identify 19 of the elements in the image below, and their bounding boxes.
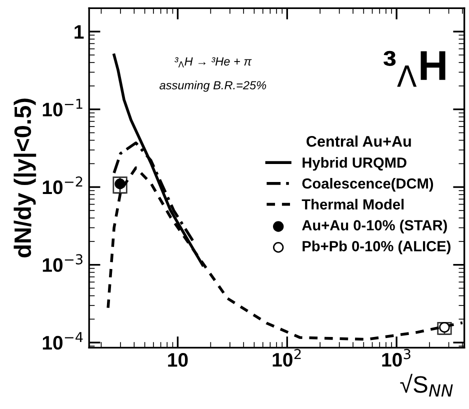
legend-label: Au+Au 0-10% (STAR) [302, 220, 447, 234]
y-tick-label: 10$^{−4}$ [42, 332, 83, 350]
x-tick-label: 10$^{2}$ [272, 348, 301, 367]
y-tick-label: 10$^{−2}$ [42, 176, 82, 194]
annotation: ³$_{Λ}$H [384, 50, 446, 87]
legend-title: Central Au+Au [306, 136, 411, 147]
y-tick-label: 10$^{−1}$ [42, 98, 82, 116]
legend-label: Hybrid URQMD [302, 157, 406, 171]
y-axis-title: dN/dy (|y|<0.5) [14, 98, 36, 258]
x-axis-title: √S$_{NN}$ [400, 374, 453, 396]
x-tick-label: 10 [168, 353, 188, 367]
y-tick-label: 1 [74, 25, 84, 39]
legend-label: Thermal Model [302, 198, 404, 210]
legend-label: Coalescence(DCM) [302, 178, 434, 192]
annotation: assuming B.R.=25% [160, 80, 266, 92]
x-tick-label: 10$^{3}$ [382, 348, 410, 367]
annotation: ³$_{Λ}$H → ³He + π [174, 57, 252, 68]
legend-label: Pb+Pb 0-10% (ALICE) [302, 240, 450, 254]
y-tick-label: 10$^{−3}$ [42, 254, 82, 272]
